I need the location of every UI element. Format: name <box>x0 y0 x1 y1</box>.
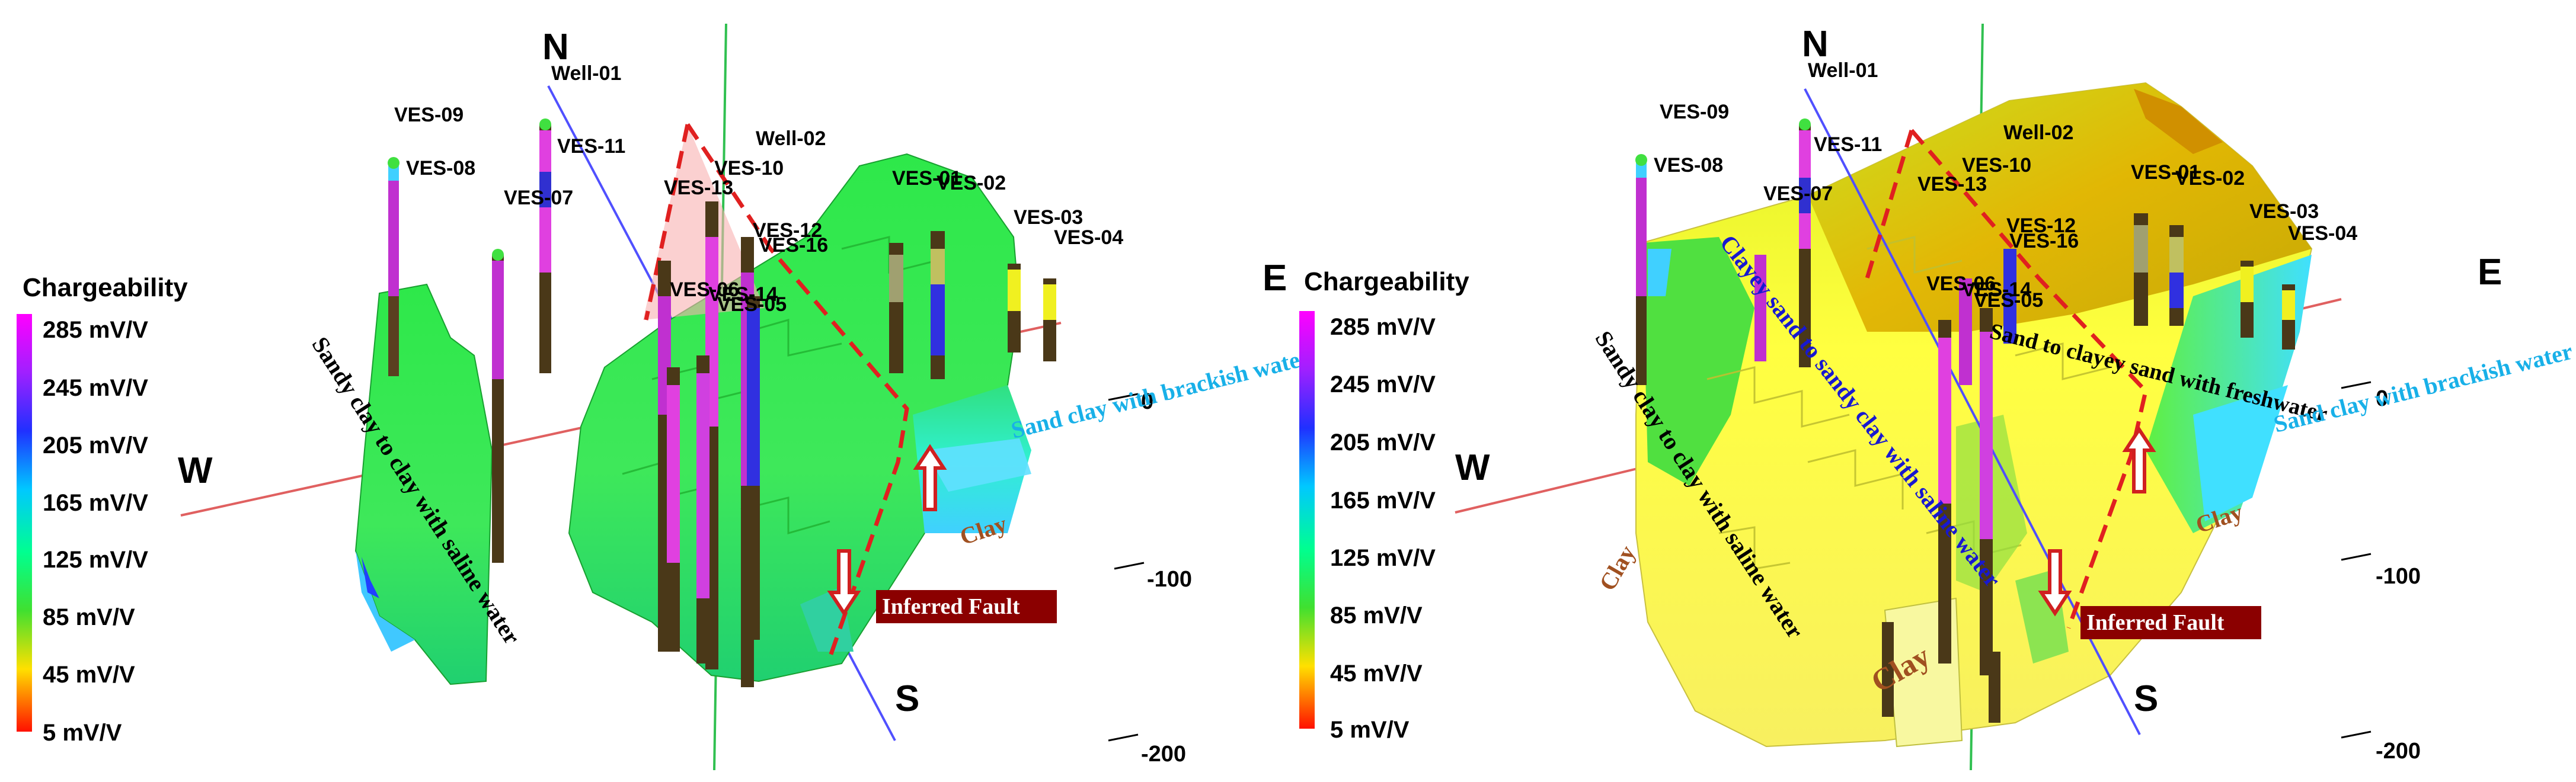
fault-zone-left <box>643 123 909 659</box>
legend-right: Chargeability 285 mV/V 245 mV/V 205 mV/V… <box>1299 267 1469 743</box>
legend-tick: 45 mV/V <box>1330 661 1423 687</box>
legend-title: Chargeability <box>23 273 188 302</box>
label-ves-14: VES-14 <box>708 283 778 306</box>
label-ves-10: VES-10 <box>714 157 784 180</box>
legend-tick: 5 mV/V <box>1330 717 1410 743</box>
label-ves-13: VES-13 <box>1917 173 1987 196</box>
label-ves-02: VES-02 <box>937 172 1006 194</box>
station-labels-left: Well-01 Well-02 VES-09 VES-08 VES-11 VES… <box>394 62 1123 316</box>
legend-colorbar <box>17 314 32 732</box>
compass-e-left: E <box>1263 258 1287 299</box>
legend-ticks-left: 285 mV/V 245 mV/V 205 mV/V 165 mV/V 125 … <box>43 317 148 746</box>
label-ves-06: VES-06 <box>670 278 739 301</box>
label-ves-01: VES-01 <box>2131 161 2200 184</box>
label-ves-13: VES-13 <box>664 177 733 199</box>
legend-tick: 165 mV/V <box>1330 488 1436 514</box>
station-labels-right: Well-01 Well-02 VES-09 VES-08 VES-11 VES… <box>1654 59 2357 312</box>
label-ves-11: VES-11 <box>557 135 625 158</box>
label-well-01: Well-01 <box>1808 59 1878 82</box>
right-panel: Chargeability 285 mV/V 245 mV/V 205 mV/V… <box>1299 23 2575 771</box>
borehole-ves-07 <box>1754 255 1766 361</box>
depth-tick: -100 <box>2376 564 2421 589</box>
legend-tick: 125 mV/V <box>43 547 148 573</box>
label-ves-03: VES-03 <box>1014 206 1083 229</box>
label-ves-03: VES-03 <box>2249 200 2319 223</box>
label-ves-09: VES-09 <box>1660 101 1729 123</box>
inferred-fault-label-right: Inferred Fault <box>2086 610 2225 635</box>
legend-colorbar <box>1299 311 1315 729</box>
depth-tick: -200 <box>2376 739 2421 764</box>
label-ves-14: VES-14 <box>1962 278 2031 301</box>
legend-tick: 5 mV/V <box>43 720 122 746</box>
label-ves-08: VES-08 <box>1654 154 1723 177</box>
legend-tick: 285 mV/V <box>43 317 148 343</box>
legend-left: Chargeability 285 mV/V 245 mV/V 205 mV/V… <box>17 273 188 746</box>
depth-scale-right: 0 -100 -200 <box>2341 381 2421 764</box>
depth-tick: -200 <box>1141 742 1186 767</box>
fault-arrows-left <box>827 444 947 617</box>
label-ves-07: VES-07 <box>504 187 573 209</box>
label-ves-04: VES-04 <box>1054 226 1123 249</box>
legend-tick: 205 mV/V <box>43 432 148 459</box>
compass-e-right: E <box>2478 252 2502 293</box>
legend-title: Chargeability <box>1304 267 1469 296</box>
left-panel: Chargeability 285 mV/V 245 mV/V 205 mV/V… <box>17 23 1313 771</box>
legend-tick: 205 mV/V <box>1330 430 1436 456</box>
label-ves-01: VES-01 <box>892 167 961 190</box>
depth-tick: 0 <box>1141 389 1153 414</box>
boreholes-left <box>388 118 1056 687</box>
compass-s-right: S <box>2134 678 2158 719</box>
legend-tick: 245 mV/V <box>1330 371 1436 398</box>
label-ves-09: VES-09 <box>394 104 464 126</box>
label-ves-02: VES-02 <box>2175 167 2245 190</box>
label-ves-12: VES-12 <box>2006 214 2076 237</box>
label-well-01: Well-01 <box>551 62 621 85</box>
label-well-02: Well-02 <box>2003 121 2073 144</box>
compass-n-left: N <box>542 27 569 68</box>
legend-tick: 45 mV/V <box>43 662 135 688</box>
label-ves-08: VES-08 <box>406 157 475 180</box>
label-ves-07: VES-07 <box>1763 182 1833 205</box>
borehole-ves-12 <box>2003 249 2016 344</box>
label-ves-04: VES-04 <box>2288 222 2357 245</box>
depth-tick: 0 <box>2376 386 2388 411</box>
legend-tick: 125 mV/V <box>1330 545 1436 571</box>
annotation-clay-right-2: Clay <box>1594 541 1641 595</box>
label-ves-11: VES-11 <box>1814 133 1882 156</box>
label-ves-16: VES-16 <box>759 234 828 257</box>
label-ves-16: VES-16 <box>2009 230 2079 252</box>
inferred-fault-label-left: Inferred Fault <box>882 594 1020 619</box>
west-block <box>354 283 493 685</box>
annotation-sand-clay-brackish-right: Sand clay with brackish water <box>2271 338 2575 438</box>
borehole-ves-13 <box>1959 278 1972 385</box>
boreholes-right <box>1635 118 2295 723</box>
compass-n-right: N <box>1802 24 1829 65</box>
label-ves-12: VES-12 <box>753 219 822 242</box>
legend-tick: 285 mV/V <box>1330 314 1436 340</box>
fault-arrows-right <box>2038 426 2156 617</box>
depth-scale-left: 0 -100 -200 <box>1108 389 1192 767</box>
inferred-fault-box-left <box>876 590 1057 623</box>
fault-zone-right <box>1865 129 2148 629</box>
legend-tick: 85 mV/V <box>43 604 135 630</box>
legend-tick: 85 mV/V <box>1330 602 1423 629</box>
label-ves-06: VES-06 <box>1926 273 1996 295</box>
label-ves-05: VES-05 <box>1974 289 2043 312</box>
legend-ticks-right: 285 mV/V 245 mV/V 205 mV/V 165 mV/V 125 … <box>1330 314 1436 743</box>
label-ves-10: VES-10 <box>1962 154 2031 177</box>
label-ves-05: VES-05 <box>717 293 787 316</box>
compass-w-right: W <box>1455 447 1490 488</box>
legend-tick: 245 mV/V <box>43 375 148 401</box>
inferred-fault-box-right <box>2080 606 2261 639</box>
depth-tick: -100 <box>1147 567 1192 592</box>
compass-w-left: W <box>178 450 213 491</box>
legend-tick: 165 mV/V <box>43 490 148 516</box>
label-well-02: Well-02 <box>756 127 826 150</box>
compass-s-left: S <box>895 678 919 719</box>
